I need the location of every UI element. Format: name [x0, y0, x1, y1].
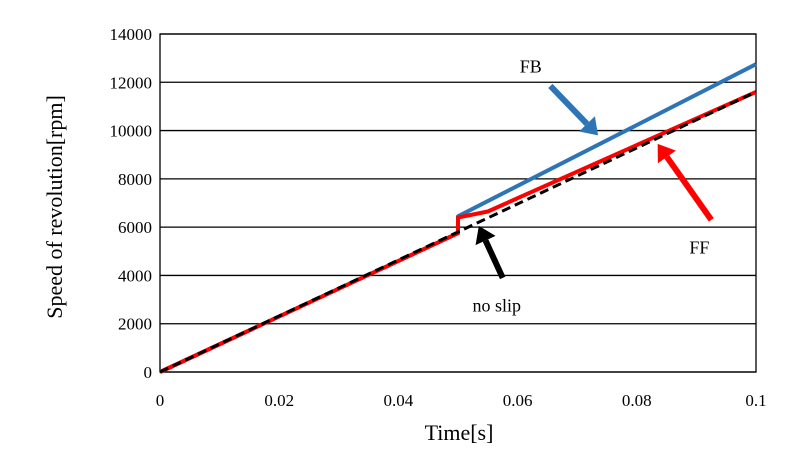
y-tick-label: 12000: [110, 73, 153, 92]
x-tick-label: 0.08: [622, 391, 652, 410]
series-lines: [159, 62, 757, 374]
arrow-head-no-slip: [475, 225, 496, 246]
arrow-fb: [548, 83, 590, 126]
x-tick-label: 0.06: [503, 391, 533, 410]
y-tick-label: 14000: [110, 25, 153, 44]
x-axis-title: Time[s]: [425, 420, 494, 445]
annotation-label-ff: FF: [689, 238, 709, 258]
tick-labels: 0 2000 4000 6000 8000 10000 12000 14000 0 0.02 0.0…: [110, 25, 767, 410]
series-line-no-slip: [159, 90, 757, 374]
y-tick-label: 10000: [110, 122, 153, 141]
y-axis-title: Speed of revolution[rpm]: [42, 95, 67, 319]
y-tick-label: 6000: [118, 218, 152, 237]
plot-frame: [159, 33, 757, 373]
series-line-ff: [159, 90, 757, 374]
x-tick-label: 0.1: [745, 391, 766, 410]
y-tick-label: 4000: [118, 266, 152, 285]
arrow-no-slip: [482, 239, 506, 280]
gridlines: [159, 33, 757, 373]
arrow-head-ff: [657, 143, 676, 164]
y-tick-label: 0: [144, 363, 153, 382]
x-tick-label: 0: [156, 391, 165, 410]
y-tick-label: 2000: [118, 315, 152, 334]
annotation-label-fb: FB: [520, 57, 542, 77]
arrow-head-fb: [579, 116, 599, 136]
y-tick-label: 8000: [118, 170, 152, 189]
arrow-ff: [664, 155, 714, 222]
annotation-label-no-slip: no slip: [472, 296, 521, 316]
x-tick-label: 0.04: [384, 391, 414, 410]
x-tick-label: 0.02: [264, 391, 294, 410]
annotations: FB FF no slip: [472, 57, 714, 316]
